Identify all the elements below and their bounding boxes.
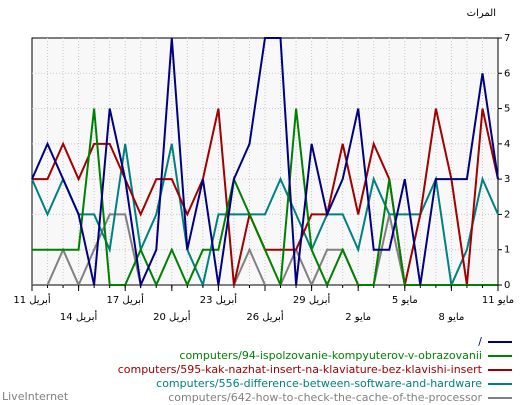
legend-label: computers/556-difference-between-softwar… xyxy=(156,377,482,390)
x-tick-label: 8 مايو xyxy=(438,312,464,323)
x-tick-label: 2 مايو xyxy=(345,312,371,323)
legend: / computers/94-ispolzovanie-kompyuterov-v… xyxy=(12,335,512,405)
legend-swatch xyxy=(488,369,512,371)
legend-label: computers/595-kak-nazhat-insert-na-klavi… xyxy=(117,363,482,376)
y-tick-label: 2 xyxy=(504,209,510,220)
legend-item: computers/94-ispolzovanie-kompyuterov-v-… xyxy=(12,349,512,363)
x-tick-label: 29 أبريل xyxy=(293,293,331,306)
legend-label: / xyxy=(478,335,482,348)
legend-label: computers/642-how-to-check-the-cache-of-… xyxy=(168,391,482,404)
y-tick-label: 6 xyxy=(504,68,510,79)
x-tick-label: 11 أبريل xyxy=(13,293,51,306)
y-tick-label: 4 xyxy=(504,139,510,150)
y-axis-label: المرات xyxy=(467,8,496,19)
legend-swatch xyxy=(488,397,512,399)
x-tick-label: 14 أبريل xyxy=(60,310,98,323)
x-tick-label: 5 مايو xyxy=(392,295,418,306)
x-tick-label: 23 أبريل xyxy=(200,293,238,306)
x-tick-label: 11 مايو xyxy=(482,295,514,306)
legend-swatch xyxy=(488,383,512,385)
y-tick-label: 3 xyxy=(504,174,510,185)
y-tick-label: 5 xyxy=(504,104,510,115)
legend-label: computers/94-ispolzovanie-kompyuterov-v-… xyxy=(179,349,482,362)
legend-item: computers/556-difference-between-softwar… xyxy=(12,377,512,391)
y-tick-label: 7 xyxy=(504,33,510,44)
y-tick-label: 0 xyxy=(504,280,510,291)
legend-swatch xyxy=(488,341,512,343)
brand-label: LiveInternet xyxy=(2,390,69,403)
legend-item: computers/595-kak-nazhat-insert-na-klavi… xyxy=(12,363,512,377)
x-tick-label: 20 أبريل xyxy=(153,310,191,323)
gridlines xyxy=(32,38,498,285)
line-chart: 0 1 2 3 4 5 6 7 11 مايو 8 مايو 5 مايو 2 مايو 29 أبر… xyxy=(13,8,514,323)
y-tick-label: 1 xyxy=(504,245,510,256)
x-axis-ticks: 11 مايو 8 مايو 5 مايو 2 مايو 29 أبريل 26 أبري… xyxy=(13,285,514,323)
legend-item: computers/642-how-to-check-the-cache-of-… xyxy=(12,391,512,405)
legend-swatch xyxy=(488,355,512,357)
legend-item: / xyxy=(12,335,512,349)
y-axis-ticks: 0 1 2 3 4 5 6 7 xyxy=(498,33,510,291)
x-tick-label: 17 أبريل xyxy=(107,293,145,306)
x-tick-label: 26 أبريل xyxy=(246,310,284,323)
